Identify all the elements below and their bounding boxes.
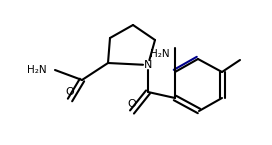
Text: H₂N: H₂N — [150, 49, 170, 59]
Text: N: N — [144, 60, 152, 70]
Text: H₂N: H₂N — [27, 65, 47, 75]
Text: O: O — [66, 87, 74, 97]
Text: O: O — [128, 99, 136, 109]
